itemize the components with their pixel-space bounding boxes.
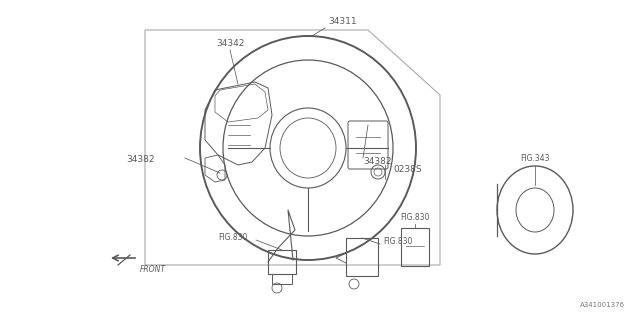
Bar — [272, 274, 292, 284]
Bar — [401, 228, 429, 266]
Text: 0238S: 0238S — [393, 165, 422, 174]
Text: FIG.830: FIG.830 — [219, 234, 248, 243]
Bar — [268, 250, 296, 274]
Text: 34342: 34342 — [216, 39, 244, 48]
Text: FIG.343: FIG.343 — [520, 154, 550, 163]
Bar — [346, 238, 378, 276]
Text: FIG.830: FIG.830 — [400, 213, 429, 222]
Text: FIG.830: FIG.830 — [383, 237, 412, 246]
Text: 34311: 34311 — [328, 17, 356, 26]
Text: 34382: 34382 — [363, 157, 392, 166]
Text: FRONT: FRONT — [140, 265, 166, 274]
Text: A341001376: A341001376 — [580, 302, 625, 308]
Text: 34382: 34382 — [127, 156, 155, 164]
